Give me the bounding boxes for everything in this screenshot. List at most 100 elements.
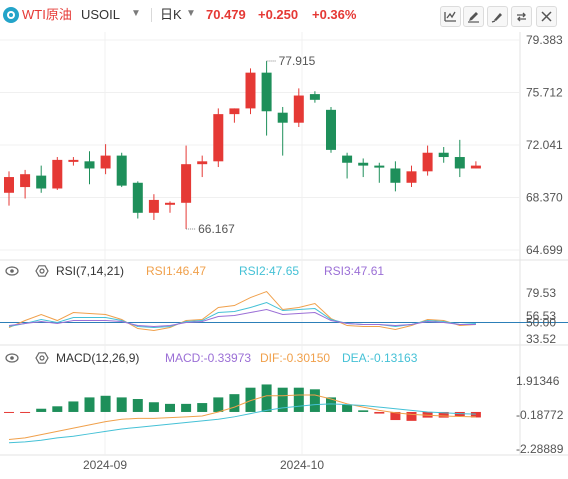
symbol-code[interactable]: USOIL (81, 7, 121, 22)
price-tick-label: 79.383 (526, 33, 563, 47)
macd-series-line (8, 403, 476, 444)
chart-style-button[interactable] (440, 6, 461, 27)
candle-body (422, 152, 433, 172)
candle-body (36, 175, 47, 189)
candle-body (165, 202, 175, 205)
macd-tick-label: -0.18772 (516, 408, 564, 422)
indicator-value: MACD:-0.33973 (165, 351, 251, 365)
rsi-series-line (8, 309, 476, 328)
gear-outline (35, 352, 49, 364)
draw-brush-icon (491, 13, 502, 23)
rsi-tick-label: 79.53 (526, 286, 556, 300)
gear-hole (39, 268, 45, 274)
macd-histogram-bar (374, 411, 385, 414)
indicator-name: MACD(12,26,9) (56, 351, 139, 365)
macd-histogram-bar (229, 394, 240, 412)
macd-histogram-bar (181, 403, 192, 412)
macd-histogram-bar (358, 410, 369, 412)
macd-histogram-bar (84, 397, 95, 412)
candle-body (438, 152, 449, 158)
low-price-label: 66.167 (198, 222, 235, 236)
macd-histogram-bar (116, 397, 127, 412)
candle-body (374, 165, 385, 168)
candle-body (261, 72, 272, 112)
candle-body (245, 72, 256, 109)
candle-body (148, 199, 159, 213)
candle-body (358, 162, 369, 166)
indicator-value: DIF:-0.30150 (260, 351, 330, 365)
candle-body (342, 155, 353, 163)
draw-pen-button[interactable] (463, 6, 484, 27)
candle-body (406, 171, 417, 183)
last-price: 70.479 (206, 7, 246, 22)
rsi-series-line (8, 301, 476, 329)
macd-histogram-bar (261, 384, 272, 412)
candle-body (116, 155, 127, 186)
eye-icon[interactable] (5, 353, 19, 363)
divider (151, 8, 152, 22)
macd-histogram-bar (309, 389, 320, 412)
macd-histogram-bar (197, 403, 208, 412)
rsi-tick-label: 50.00 (526, 316, 556, 330)
interval-dropdown-icon[interactable]: ▼ (186, 8, 196, 19)
indicator-name: RSI(7,14,21) (56, 264, 124, 278)
gear-icon[interactable] (35, 265, 49, 277)
candle-body (132, 182, 143, 213)
symbol-name[interactable]: WTI原油 (22, 7, 72, 22)
price-change-percent: +0.36% (312, 7, 357, 22)
macd-histogram-bar (293, 387, 304, 412)
indicator-value: DEA:-0.13163 (342, 351, 418, 365)
macd-histogram-bar (438, 411, 449, 418)
eye-outline (5, 266, 19, 276)
macd-histogram-bar (470, 411, 481, 418)
macd-histogram-bar (52, 406, 63, 412)
high-price-label: 77.915 (279, 54, 316, 68)
eye-pupil (10, 356, 14, 360)
candle-body (4, 177, 14, 193)
macd-histogram-bar (406, 411, 417, 421)
price-change: +0.250 (258, 7, 299, 22)
indicator-value: RSI3:47.61 (324, 264, 384, 278)
macd-histogram-bar (20, 411, 31, 413)
date-tick-label: 2024-09 (83, 458, 127, 472)
candle-body (454, 157, 465, 169)
macd-histogram-bar (213, 397, 224, 412)
interval-select[interactable]: 日K (160, 7, 182, 22)
symbol-dropdown-icon[interactable]: ▼ (131, 8, 141, 19)
macd-histogram-bar (342, 404, 353, 412)
macd-histogram-bar (277, 387, 288, 412)
macd-histogram-bar (326, 397, 336, 412)
chart-style-icon (444, 11, 456, 22)
indicator-value: RSI1:46.47 (146, 264, 206, 278)
close-button[interactable] (536, 6, 557, 27)
chart-header: WTI原油 USOIL ▼ 日K ▼ 70.479 +0.250 +0.36% (0, 0, 568, 32)
draw-brush-button[interactable] (487, 6, 508, 27)
rsi-tick-label: 33.52 (526, 332, 556, 346)
eye-icon[interactable] (5, 266, 19, 276)
rsi-tick-label: 56.53 (526, 309, 556, 323)
macd-histogram-bar (68, 401, 79, 412)
candle-body (84, 161, 95, 169)
macd-histogram-bar (245, 387, 256, 412)
compare-icon (517, 12, 526, 22)
gear-icon[interactable] (35, 352, 49, 364)
macd-histogram-bar (165, 403, 175, 412)
candle-body (100, 155, 111, 169)
macd-histogram-bar (4, 411, 14, 413)
macd-histogram-bar (36, 408, 47, 412)
candle-body (309, 94, 320, 100)
candle-body (181, 164, 192, 203)
indicator-value: RSI2:47.65 (239, 264, 299, 278)
macd-tick-label: 1.91346 (516, 374, 560, 388)
draw-pen-icon (468, 12, 479, 23)
close-icon (541, 11, 552, 22)
candle-body (213, 114, 224, 162)
macd-histogram-bar (148, 402, 159, 412)
candle-body (229, 108, 240, 115)
symbol-logo-icon (3, 7, 19, 23)
date-tick-label: 2024-10 (280, 458, 324, 472)
macd-histogram-bar (100, 395, 111, 412)
compare-button[interactable] (511, 6, 532, 27)
price-tick-label: 75.712 (526, 86, 563, 100)
